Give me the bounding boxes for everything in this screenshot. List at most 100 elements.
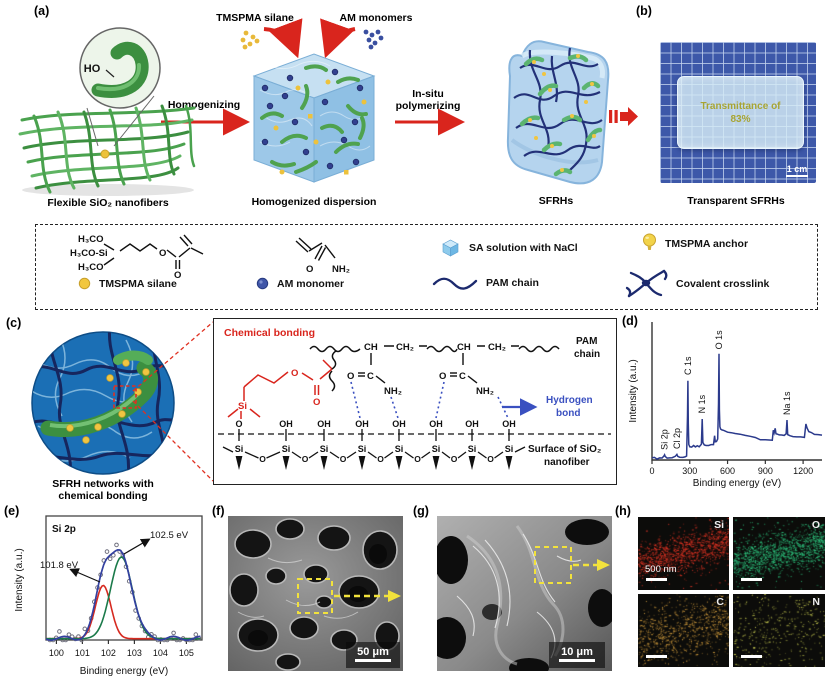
svg-text:NH₂: NH₂ [384, 386, 402, 397]
svg-text:CH₂: CH₂ [396, 342, 414, 353]
am-monomers-label: AM monomers [339, 12, 413, 24]
transparent-sfrh-photo: Transmittance of 83% 1 cm [660, 42, 816, 183]
homogenized-dispersion-cube [252, 53, 376, 183]
svg-text:105: 105 [179, 648, 194, 658]
eds-map-o: O [733, 517, 825, 590]
svg-text:N 1s: N 1s [697, 394, 707, 413]
panel-label-a: (a) [34, 4, 50, 18]
nanofiber-mat-illustration: HO [18, 27, 196, 196]
si2p-xlabel: Binding energy (eV) [80, 666, 168, 677]
xps-survey-plot: Intensity (a.u.) Binding energy (eV) 0 30… [628, 322, 823, 489]
panel-label-d: (d) [622, 314, 638, 328]
svg-text:O: O [451, 454, 458, 464]
svg-text:103: 103 [127, 648, 142, 658]
sem-g-scale-label: 10 μm [561, 646, 593, 658]
am-monomer-dot-icon [256, 277, 269, 290]
chemical-bonding-diagram: Chemical bonding CH CH₂ CH CH₂ PAM chain [213, 318, 617, 485]
legend-box: H₃CO H₃CO-Si H₃CO O O [35, 224, 818, 310]
svg-text:Si: Si [395, 444, 404, 454]
svg-text:O: O [235, 419, 242, 429]
sem-f-roi-box [297, 578, 333, 614]
transmittance-text: Transmittance of 83% [700, 100, 781, 125]
fiber-inset-circle: HO [79, 27, 161, 109]
panel-label-b: (b) [636, 4, 652, 18]
covalent-crosslink-icon [625, 269, 668, 298]
svg-text:Si: Si [320, 444, 329, 454]
svg-text:nanofiber: nanofiber [544, 457, 590, 468]
si2p-ann-101-8: 101.8 eV [40, 560, 79, 571]
legend-item-pam-chain: PAM chain [432, 275, 539, 290]
striped-block-arrow [609, 107, 638, 126]
svg-text:C 1s: C 1s [683, 356, 693, 375]
svg-text:300: 300 [682, 466, 697, 476]
tmspma-anchor-pin-icon [643, 233, 656, 250]
tmspma-structure: H₃CO H₃CO-Si H₃CO O O [70, 234, 204, 279]
svg-text:1200: 1200 [793, 466, 813, 476]
si2p-ylabel: Intensity (a.u.) [14, 548, 25, 611]
si2p-inset-label: Si 2p [52, 524, 76, 535]
legend-item-tmspma-silane: TMSPMA silane [78, 277, 177, 290]
svg-text:Si: Si [432, 444, 441, 454]
si2p-ann-102-5: 102.5 eV [150, 530, 189, 541]
dispersed-fibers [260, 64, 368, 174]
legend-item-tmspma-anchor: TMSPMA anchor [642, 233, 748, 254]
sem-image-10um: 10 μm [437, 516, 612, 671]
svg-text:O: O [313, 397, 320, 408]
cube1-caption: Homogenized dispersion [251, 196, 377, 208]
legend-item-sa-solution: SA solution with NaCl [440, 237, 578, 258]
svg-text:600: 600 [720, 466, 735, 476]
hydrogen-bond-label: Hydrogen [546, 395, 593, 406]
sem-g-roi-box [534, 546, 572, 584]
am-structure: O NH₂ [295, 237, 350, 275]
svg-text:OH: OH [392, 419, 406, 429]
eds-scale-label: 500 nm [645, 564, 677, 575]
am-curved-arrow [320, 18, 356, 59]
am-monomer-dots [261, 68, 364, 170]
svg-text:C: C [459, 371, 466, 382]
panel-label-h: (h) [615, 504, 631, 518]
svg-text:H₃CO: H₃CO [78, 262, 104, 273]
tmspma-anchor-dot [100, 149, 110, 159]
svg-text:O: O [174, 270, 181, 279]
panel-label-f: (f) [212, 504, 225, 518]
svg-text:H₃CO: H₃CO [78, 234, 104, 245]
svg-text:Si: Si [282, 444, 291, 454]
svg-text:CH₂: CH₂ [488, 342, 506, 353]
svg-text:0: 0 [649, 466, 654, 476]
svg-text:CH: CH [457, 342, 471, 353]
tmspma-silane-dots [273, 79, 367, 175]
svg-text:900: 900 [758, 466, 773, 476]
svg-text:Si: Si [235, 444, 244, 454]
svg-text:Si: Si [358, 444, 367, 454]
svg-text:100: 100 [49, 648, 64, 658]
sa-solution-cube-icon [442, 239, 459, 257]
anchor-dots [528, 54, 596, 172]
eds-map-n: N [733, 594, 825, 667]
svg-text:O: O [439, 371, 446, 382]
svg-text:H₃CO-Si: H₃CO-Si [70, 248, 108, 259]
ho-label: HO [84, 63, 101, 75]
svg-text:OH: OH [355, 419, 369, 429]
xps-ylabel: Intensity (a.u.) [628, 359, 639, 422]
svg-text:O: O [487, 454, 494, 464]
chemical-bonding-title: Chemical bonding [224, 327, 315, 339]
legend-item-am-monomer: AM monomer [256, 277, 344, 290]
xps-xlabel: Binding energy (eV) [693, 478, 781, 489]
sfrh-cube [506, 40, 610, 185]
panel-label-e: (e) [4, 504, 20, 518]
tmspma-curved-arrow [263, 18, 303, 59]
cube2-caption: SFRHs [538, 195, 574, 207]
pam-chain-label: PAM [576, 336, 597, 347]
photo-caption: Transparent SFRHs [687, 195, 785, 207]
eds-scale-bar [646, 655, 667, 658]
eds-mapping-grid: Si 500 nm O C N [638, 517, 825, 667]
svg-text:102: 102 [101, 648, 116, 658]
eds-scale-bar [741, 578, 762, 581]
svg-text:OH: OH [502, 419, 516, 429]
svg-text:Cl 2p: Cl 2p [672, 428, 682, 449]
sem-image-50um: 50 μm [228, 516, 403, 671]
sem-f-roi-arrow [388, 590, 401, 602]
panel-label-g: (g) [413, 504, 429, 518]
eds-map-si: Si 500 nm [638, 517, 729, 590]
